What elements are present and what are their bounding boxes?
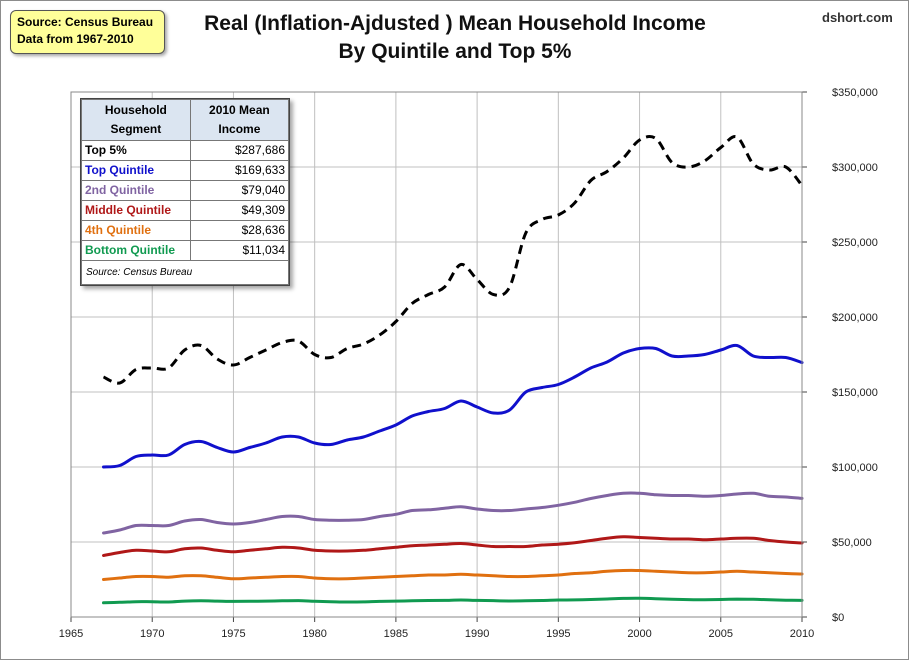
- chart-title: Real (Inflation-Ajdusted ) Mean Househol…: [170, 10, 740, 66]
- series-line-4th-quintile: [102, 568, 804, 581]
- table-source-note: Source: Census Bureau: [81, 260, 289, 285]
- series-line-bottom-quintile: [102, 596, 804, 605]
- brand-label: dshort.com: [822, 10, 893, 25]
- chart-title-line-1: Real (Inflation-Ajdusted ) Mean Househol…: [204, 12, 706, 35]
- series-line-middle-quintile: [102, 535, 804, 557]
- x-tick-label: 1985: [384, 628, 408, 640]
- segment-income: $79,040: [189, 180, 290, 201]
- table-row: Bottom Quintile $11,034: [81, 240, 290, 261]
- segment-income: $169,633: [189, 160, 290, 181]
- series-line-2nd-quintile: [102, 491, 804, 535]
- y-tick-label: $300,000: [832, 162, 878, 174]
- segment-income: $11,034: [189, 240, 290, 261]
- source-line-2: Data from 1967-2010: [17, 32, 134, 46]
- segment-label: Top Quintile: [81, 160, 191, 181]
- segment-income: $49,309: [189, 200, 290, 221]
- segment-label: 4th Quintile: [81, 220, 191, 241]
- x-tick-label: 1980: [302, 628, 326, 640]
- plot-border: [70, 91, 803, 618]
- x-tick-label: 1970: [140, 628, 164, 640]
- x-tick-label: 1975: [221, 628, 245, 640]
- y-tick-label: $0: [832, 612, 844, 624]
- chart-title-line-2: By Quintile and Top 5%: [338, 40, 572, 63]
- segment-label: Bottom Quintile: [81, 240, 191, 261]
- segment-label: 2nd Quintile: [81, 180, 191, 201]
- segment-income: $287,686: [189, 140, 290, 161]
- table-row: 2nd Quintile $79,040: [81, 180, 290, 201]
- y-tick-label: $50,000: [832, 537, 872, 549]
- table-row: Top Quintile $169,633: [81, 160, 290, 181]
- x-tick-label: 2000: [627, 628, 651, 640]
- table-row: 4th Quintile $28,636: [81, 220, 290, 241]
- y-tick-label: $200,000: [832, 312, 878, 324]
- source-note-box: Source: Census Bureau Data from 1967-201…: [10, 10, 165, 54]
- series-lines: [102, 135, 804, 605]
- segment-label: Middle Quintile: [81, 200, 191, 221]
- x-tick-label: 1990: [465, 628, 489, 640]
- x-tick-label: 2010: [790, 628, 814, 640]
- axes: $0 $50,000 $100,000 $150,000 $200,000 $250,00…: [59, 87, 878, 640]
- y-tick-label: $350,000: [832, 87, 878, 99]
- source-line-1: Source: Census Bureau: [17, 15, 154, 29]
- y-tick-label: $250,000: [832, 237, 878, 249]
- x-tick-label: 1965: [59, 628, 83, 640]
- income-summary-table: Household Segment 2010 Mean Income Top 5…: [80, 98, 290, 286]
- x-tick-label: 1995: [546, 628, 570, 640]
- header-segment: Household Segment: [81, 99, 191, 141]
- header-income: 2010 Mean Income: [189, 99, 290, 141]
- y-tick-label: $100,000: [832, 462, 878, 474]
- series-line-top-5: [102, 135, 804, 385]
- table-row: Top 5% $287,686: [81, 140, 290, 161]
- series-line-top-quintile: [102, 343, 804, 469]
- segment-label: Top 5%: [81, 140, 191, 161]
- segment-income: $28,636: [189, 220, 290, 241]
- y-tick-label: $150,000: [832, 387, 878, 399]
- table-row: Middle Quintile $49,309: [81, 200, 290, 221]
- x-tick-label: 2005: [709, 628, 733, 640]
